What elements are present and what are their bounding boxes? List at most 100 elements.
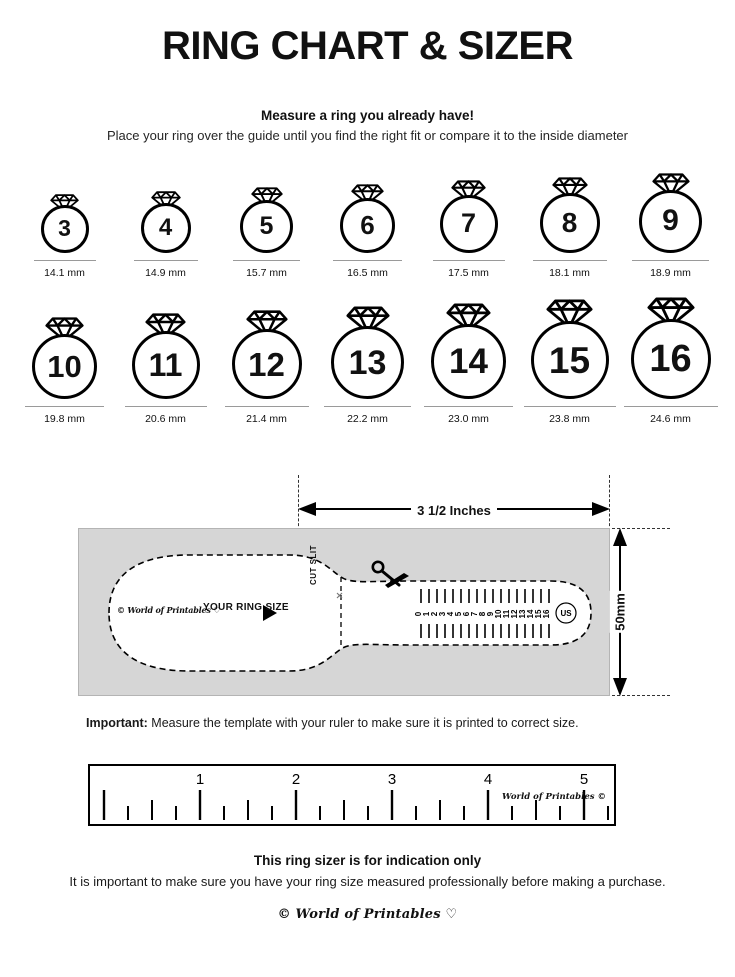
important-label: Important:: [86, 716, 148, 731]
ruler-box: 1 2 3 4 5 World of Printables ©: [88, 764, 616, 827]
ring-diameter-label: 21.4 mm: [246, 413, 287, 426]
ring-underline: [133, 259, 198, 261]
ring-icon[interactable]: 9: [639, 173, 702, 253]
ring-underline: [424, 406, 513, 408]
ring-underline: [25, 406, 104, 408]
cut-slit-mark: [336, 592, 343, 599]
ring-icon[interactable]: 11: [131, 313, 200, 400]
footer-strong: This ring sizer is for indication only: [253, 853, 482, 869]
dimension-extension-line-left: [298, 475, 299, 532]
sizer-scale-number: 16: [542, 609, 551, 618]
ring-icon[interactable]: 12: [231, 310, 302, 400]
ring-size-cell[interactable]: 16 24.6 mm: [620, 297, 721, 425]
ring-underline: [532, 259, 607, 261]
ring-size-cell[interactable]: 6 16.5 mm: [317, 184, 418, 279]
ring-size-number: 15: [530, 321, 609, 400]
ring-diameter-label: 18.1 mm: [549, 266, 590, 279]
ring-size-cell[interactable]: 8 18.1 mm: [519, 177, 620, 279]
svg-text:US: US: [560, 609, 572, 618]
scissors-icon: [371, 560, 409, 589]
ring-size-cell[interactable]: 14 23.0 mm: [418, 303, 519, 425]
ring-icon[interactable]: 10: [32, 317, 97, 400]
ring-underline: [523, 406, 616, 408]
sizer-scale-number: 10: [494, 609, 503, 618]
sizer-scale-number: 0: [414, 612, 423, 617]
ruler-number: 1: [196, 771, 204, 788]
ring-icon[interactable]: 13: [331, 306, 404, 400]
ring-icon[interactable]: 14: [431, 303, 506, 400]
footer-line: It is important to make sure you have yo…: [69, 873, 666, 889]
ruler-brand-label: World of Printables ©: [502, 792, 606, 803]
your-ring-size-arrow-icon: [263, 605, 277, 622]
ring-size-cell[interactable]: 5 15.7 mm: [216, 187, 317, 279]
ring-size-cell[interactable]: 11 20.6 mm: [115, 313, 216, 425]
ring-diameter-label: 20.6 mm: [145, 413, 186, 426]
ruler-ticks: 1 2 3 4 5: [102, 771, 609, 821]
sizer-scale-number: 5: [454, 612, 463, 617]
us-marker: US: [555, 602, 577, 624]
diamond-icon: [646, 297, 695, 327]
sizer-scale-number: 9: [486, 612, 495, 617]
ring-size-number: 6: [340, 197, 395, 253]
your-ring-size-label: YOUR RING SIZE: [203, 602, 289, 614]
ring-size-number: 3: [40, 204, 89, 253]
ring-icon[interactable]: 6: [340, 184, 395, 253]
subtitle-block: Measure a ring you already have! Place y…: [0, 106, 735, 147]
ring-size-cell[interactable]: 15 23.8 mm: [519, 299, 620, 425]
ruler-number: 2: [292, 771, 300, 788]
sizer-strip-outline: 0 1 2 3 4 5 6 7 8 9 10 11 12 13 14 15 16 US: [108, 554, 592, 673]
ring-underline: [623, 406, 718, 408]
ring-diameter-label: 16.5 mm: [347, 266, 388, 279]
ring-underline: [124, 406, 207, 408]
width-dimension: 3 1/2 Inches: [298, 475, 610, 532]
ring-icon[interactable]: 16: [630, 297, 711, 400]
ring-size-cell[interactable]: 4 14.9 mm: [115, 191, 216, 279]
ring-icon[interactable]: 4: [140, 191, 191, 253]
subtitle-strong: Measure a ring you already have!: [260, 108, 475, 123]
ring-underline: [333, 259, 402, 261]
ring-size-cell[interactable]: 10 19.8 mm: [14, 317, 115, 425]
ring-size-cell[interactable]: 13 22.2 mm: [317, 306, 418, 425]
height-dimension-label: 50mm: [609, 591, 631, 634]
sizer-template-box: 0 1 2 3 4 5 6 7 8 9 10 11 12 13 14 15 16 US © World of P…: [78, 528, 610, 697]
dimension-extension-line-bottom: [612, 695, 670, 697]
ring-diameter-label: 23.0 mm: [448, 413, 489, 426]
ring-size-number: 8: [539, 192, 600, 253]
ring-underline: [632, 259, 709, 261]
ring-size-cell[interactable]: 3 14.1 mm: [14, 193, 115, 279]
ring-size-number: 7: [439, 194, 498, 253]
ring-icon[interactable]: 15: [530, 299, 609, 400]
sizer-scale-number: 6: [462, 612, 471, 617]
ring-size-chart: 3 14.1 mm 4 14.9 mm 5 15.7 mm 6 16.5 mm 7 17.5 mm…: [0, 173, 735, 425]
ring-size-number: 5: [240, 199, 293, 253]
ring-size-cell[interactable]: 9 18.9 mm: [620, 173, 721, 279]
ring-size-number: 13: [331, 326, 404, 400]
ring-size-cell[interactable]: 7 17.5 mm: [418, 180, 519, 279]
ring-size-cell[interactable]: 12 21.4 mm: [216, 310, 317, 425]
ring-diameter-label: 17.5 mm: [448, 266, 489, 279]
ring-icon[interactable]: 3: [40, 193, 89, 253]
page-title: RING CHART & SIZER: [162, 24, 574, 68]
sizer-scale-number: 2: [430, 612, 439, 617]
footer-brand: © World of Printables ♡: [277, 906, 458, 922]
ring-icon[interactable]: 8: [539, 177, 600, 253]
sizer-scale-number: 3: [438, 612, 447, 617]
ring-underline: [33, 259, 96, 261]
ring-diameter-label: 22.2 mm: [347, 413, 388, 426]
ring-diameter-label: 19.8 mm: [44, 413, 85, 426]
ring-underline: [224, 406, 309, 408]
ring-diameter-label: 18.9 mm: [650, 266, 691, 279]
ring-row-2: 10 19.8 mm 11 20.6 mm 12 21.4 mm 13 22.2 mm 14 23…: [0, 297, 735, 425]
brand-inline-label: © World of Printables ♡: [117, 605, 221, 616]
ring-size-number: 14: [431, 324, 506, 400]
ring-size-number: 10: [32, 334, 97, 400]
sizer-scale-number: 11: [502, 610, 511, 619]
ring-size-number: 4: [140, 202, 191, 253]
sizer-scale-number: 8: [478, 612, 487, 617]
height-dimension: 50mm: [609, 528, 670, 697]
sizer-scale-number: 13: [518, 609, 527, 618]
sizer-scale-number: 4: [446, 612, 455, 617]
ring-icon[interactable]: 7: [439, 180, 498, 253]
ring-icon[interactable]: 5: [240, 187, 293, 253]
ring-size-number: 16: [630, 319, 711, 400]
